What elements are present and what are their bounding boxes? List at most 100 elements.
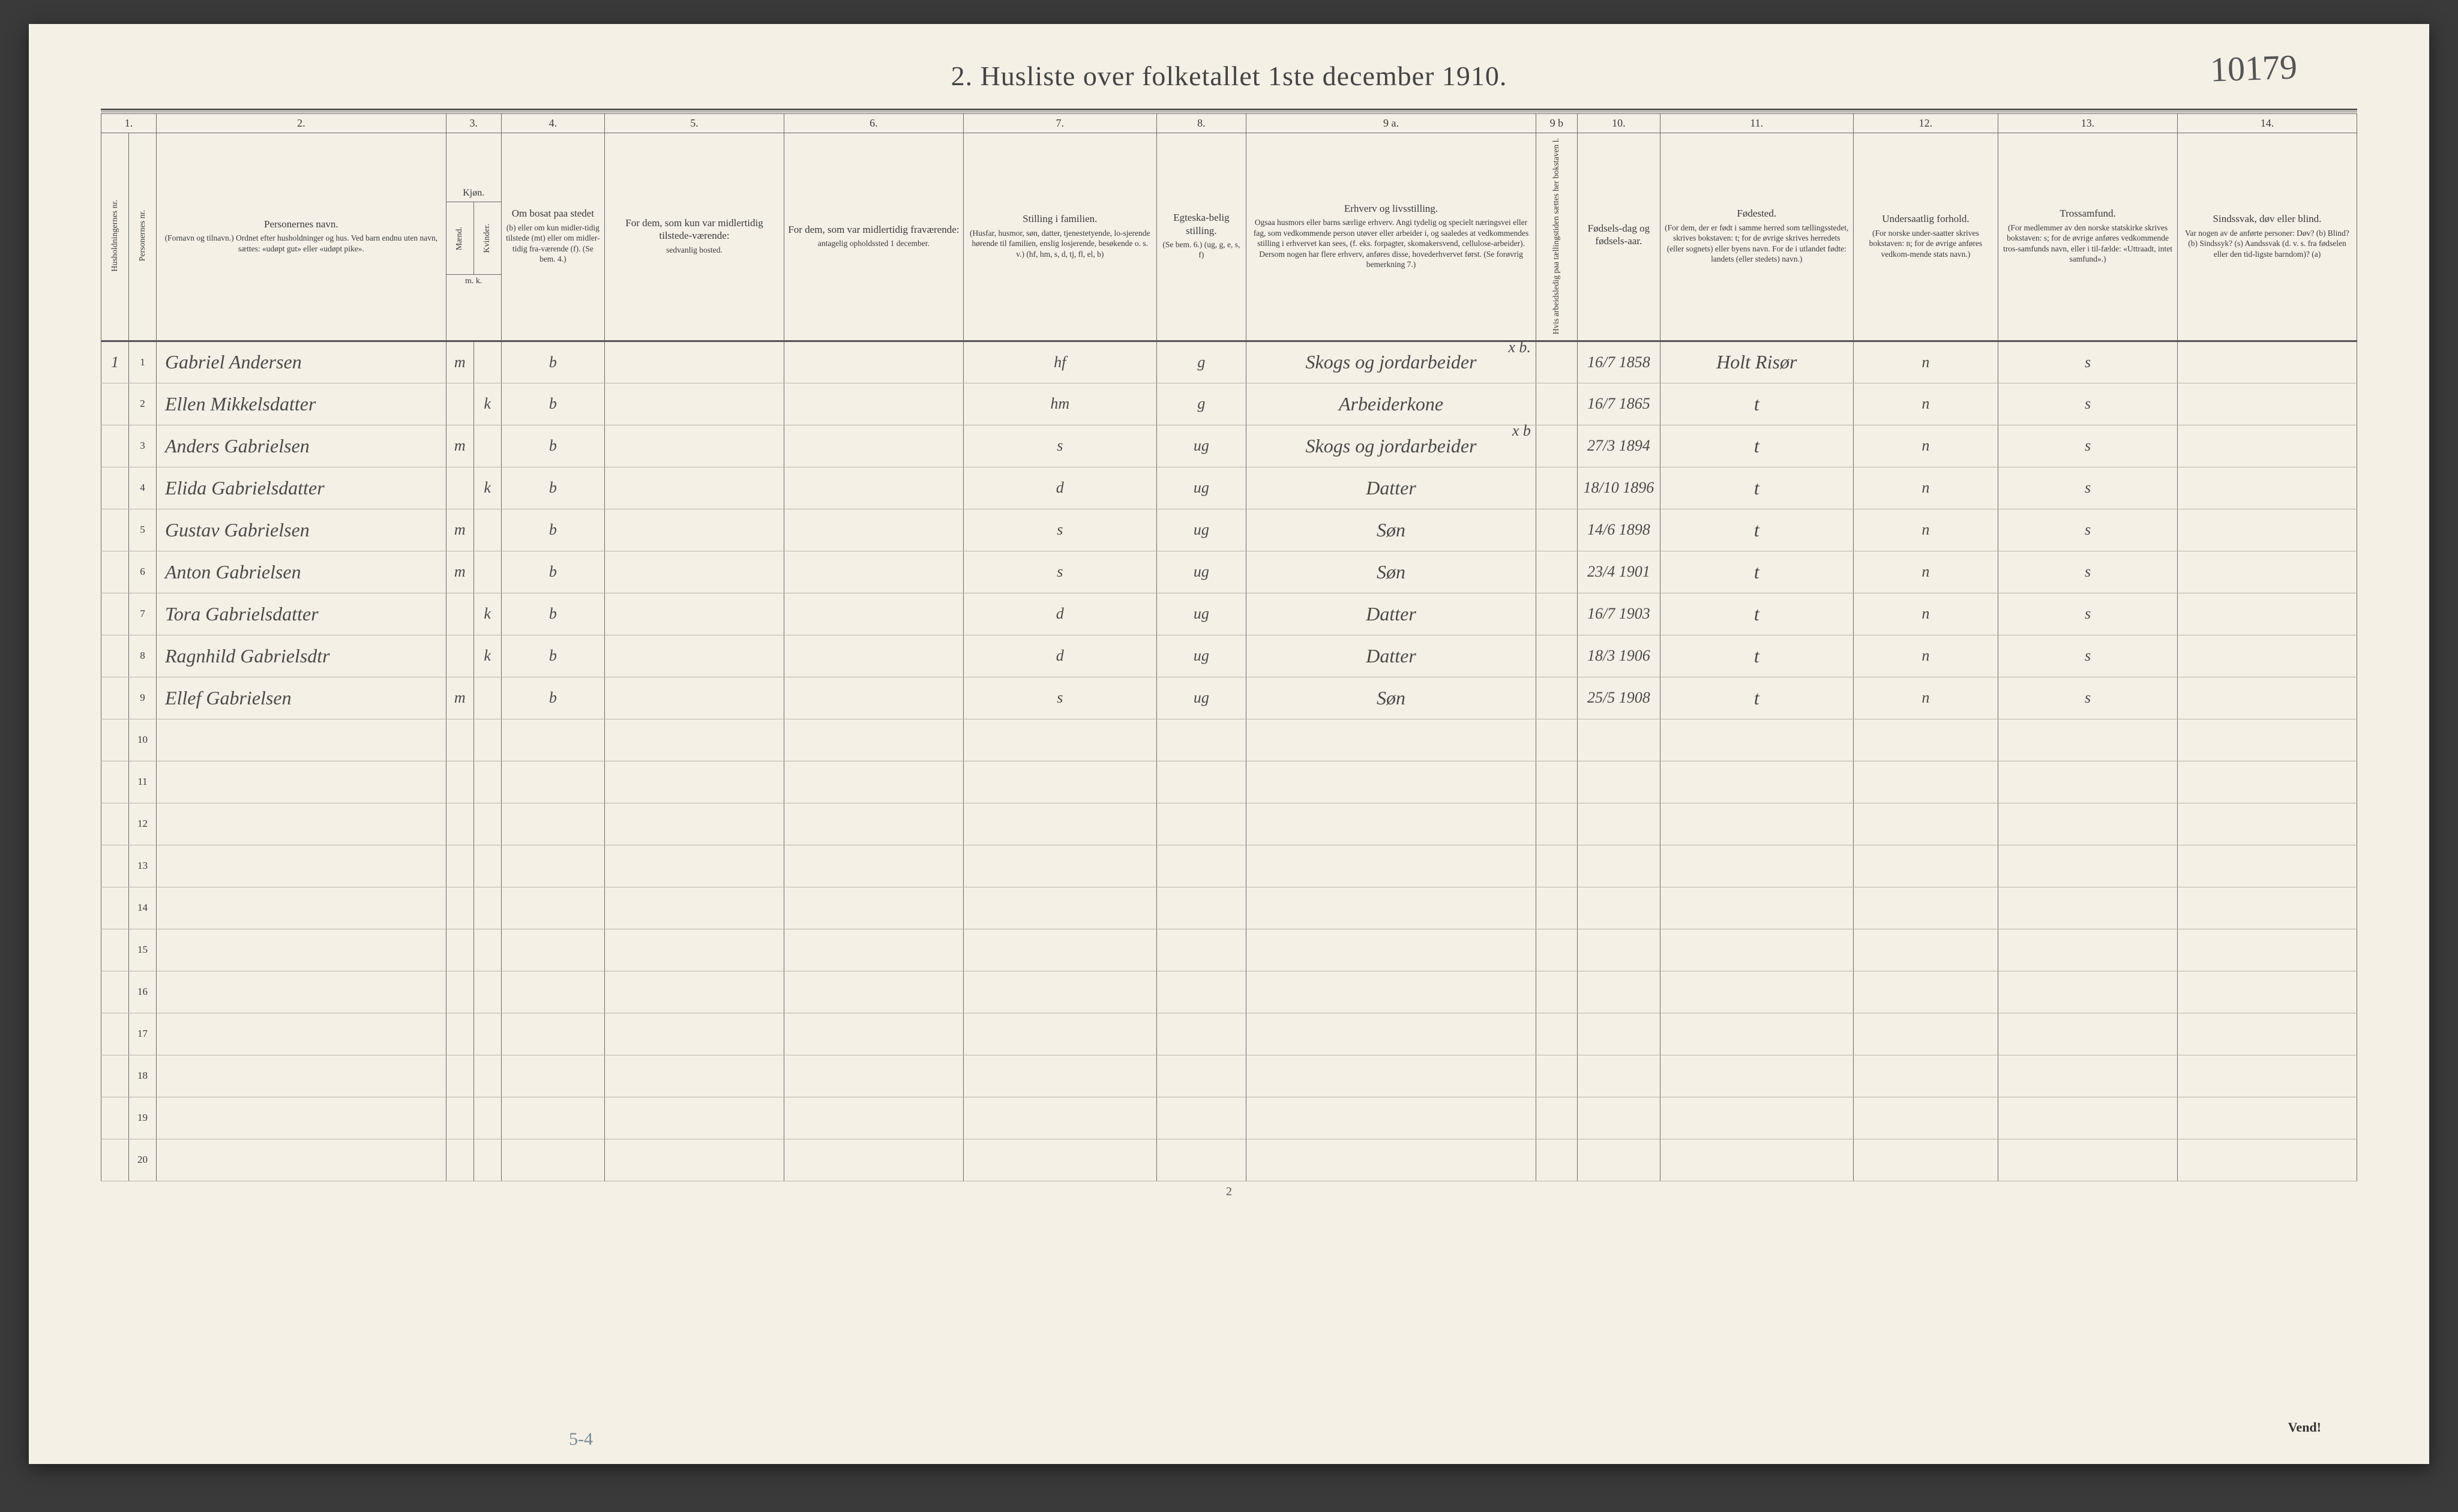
cell-residence: b	[501, 383, 604, 425]
hdr-religion: Trossamfund. (For medlemmer av den norsk…	[1998, 133, 2178, 341]
cell-nationality	[1853, 719, 1998, 761]
cell-disability	[2177, 467, 2357, 509]
cell-religion: s	[1998, 383, 2178, 425]
cell-disability	[2177, 845, 2357, 887]
cell-birthplace	[1660, 761, 1853, 803]
census-page: 10179 2. Husliste over folketallet 1ste …	[29, 24, 2429, 1464]
cell-name	[156, 929, 446, 971]
colnum-3: 3.	[446, 114, 501, 133]
cell-nationality	[1853, 971, 1998, 1013]
cell-name	[156, 887, 446, 929]
cell-marital	[1156, 887, 1246, 929]
cell-name: Elida Gabrielsdatter	[156, 467, 446, 509]
cell-family-pos	[963, 1097, 1156, 1139]
cell-nationality: n	[1853, 509, 1998, 551]
cell-sex-k	[473, 929, 501, 971]
cell-occupation	[1246, 887, 1536, 929]
cell-household-nr	[101, 845, 129, 887]
cell-birthplace	[1660, 887, 1853, 929]
cell-dob: 16/7 1865	[1577, 383, 1660, 425]
cell-birthplace: t	[1660, 593, 1853, 635]
cell-disability	[2177, 803, 2357, 845]
cell-name: Gabriel Andersen	[156, 341, 446, 383]
colnum-9b: 9 b	[1536, 114, 1577, 133]
cell-residence	[501, 971, 604, 1013]
cell-nationality	[1853, 929, 1998, 971]
cell-religion	[1998, 887, 2178, 929]
cell-residence	[501, 887, 604, 929]
cell-family-pos: hf	[963, 341, 1156, 383]
cell-occupation: Skogs og jordarbeiderx b	[1246, 425, 1536, 467]
hdr-family-position: Stilling i familien. (Husfar, husmor, sø…	[963, 133, 1156, 341]
cell-dob: 16/7 1903	[1577, 593, 1660, 635]
cell-residence: b	[501, 677, 604, 719]
cell-unemployed	[1536, 887, 1577, 929]
cell-sex-k	[473, 677, 501, 719]
cell-sex-m	[446, 1055, 473, 1097]
cell-disability	[2177, 635, 2357, 677]
cell-sex-m	[446, 929, 473, 971]
cell-religion: s	[1998, 509, 2178, 551]
cell-birthplace	[1660, 971, 1853, 1013]
cell-sex-m	[446, 971, 473, 1013]
cell-residence: b	[501, 425, 604, 467]
cell-sex-m	[446, 803, 473, 845]
cell-name: Ellef Gabrielsen	[156, 677, 446, 719]
colnum-1: 1.	[101, 114, 157, 133]
cell-residence	[501, 761, 604, 803]
cell-family-pos	[963, 719, 1156, 761]
cell-religion	[1998, 719, 2178, 761]
cell-sex-m	[446, 887, 473, 929]
table-row-empty: 15	[101, 929, 2357, 971]
cell-family-pos: s	[963, 551, 1156, 593]
hdr-disability: Sindssvak, døv eller blind. Var nogen av…	[2177, 133, 2357, 341]
cell-household-nr	[101, 677, 129, 719]
cell-household-nr	[101, 425, 129, 467]
cell-disability	[2177, 971, 2357, 1013]
cell-person-nr: 4	[128, 467, 156, 509]
cell-residence	[501, 1097, 604, 1139]
cell-residence: b	[501, 593, 604, 635]
cell-dob: 23/4 1901	[1577, 551, 1660, 593]
cell-occupation: Skogs og jordarbeiderx b.	[1246, 341, 1536, 383]
cell-nationality: n	[1853, 677, 1998, 719]
cell-dob: 25/5 1908	[1577, 677, 1660, 719]
handwritten-page-number: 10179	[2210, 46, 2298, 89]
cell-disability	[2177, 1139, 2357, 1181]
cell-temp-present	[605, 1139, 784, 1181]
cell-dob	[1577, 845, 1660, 887]
cell-birthplace	[1660, 1097, 1853, 1139]
cell-household-nr: 1	[101, 341, 129, 383]
cell-name	[156, 971, 446, 1013]
cell-sex-k	[473, 509, 501, 551]
cell-household-nr	[101, 467, 129, 509]
cell-disability	[2177, 341, 2357, 383]
title-rule	[101, 109, 2357, 112]
cell-temp-present	[605, 845, 784, 887]
cell-household-nr	[101, 1055, 129, 1097]
cell-sex-m: m	[446, 677, 473, 719]
cell-nationality	[1853, 761, 1998, 803]
cell-unemployed	[1536, 803, 1577, 845]
cell-dob	[1577, 971, 1660, 1013]
cell-dob	[1577, 1013, 1660, 1055]
cell-unemployed	[1536, 719, 1577, 761]
cell-person-nr: 12	[128, 803, 156, 845]
cell-temp-absent	[784, 341, 963, 383]
cell-temp-present	[605, 593, 784, 635]
cell-temp-present	[605, 761, 784, 803]
cell-household-nr	[101, 887, 129, 929]
cell-religion	[1998, 929, 2178, 971]
cell-temp-absent	[784, 1013, 963, 1055]
cell-family-pos	[963, 803, 1156, 845]
table-row-empty: 12	[101, 803, 2357, 845]
cell-sex-k	[473, 719, 501, 761]
cell-religion	[1998, 761, 2178, 803]
cell-marital: g	[1156, 341, 1246, 383]
cell-temp-absent	[784, 383, 963, 425]
cell-marital	[1156, 845, 1246, 887]
cell-religion: s	[1998, 593, 2178, 635]
cell-person-nr: 6	[128, 551, 156, 593]
cell-occupation	[1246, 761, 1536, 803]
page-title: 2. Husliste over folketallet 1ste decemb…	[101, 60, 2357, 92]
